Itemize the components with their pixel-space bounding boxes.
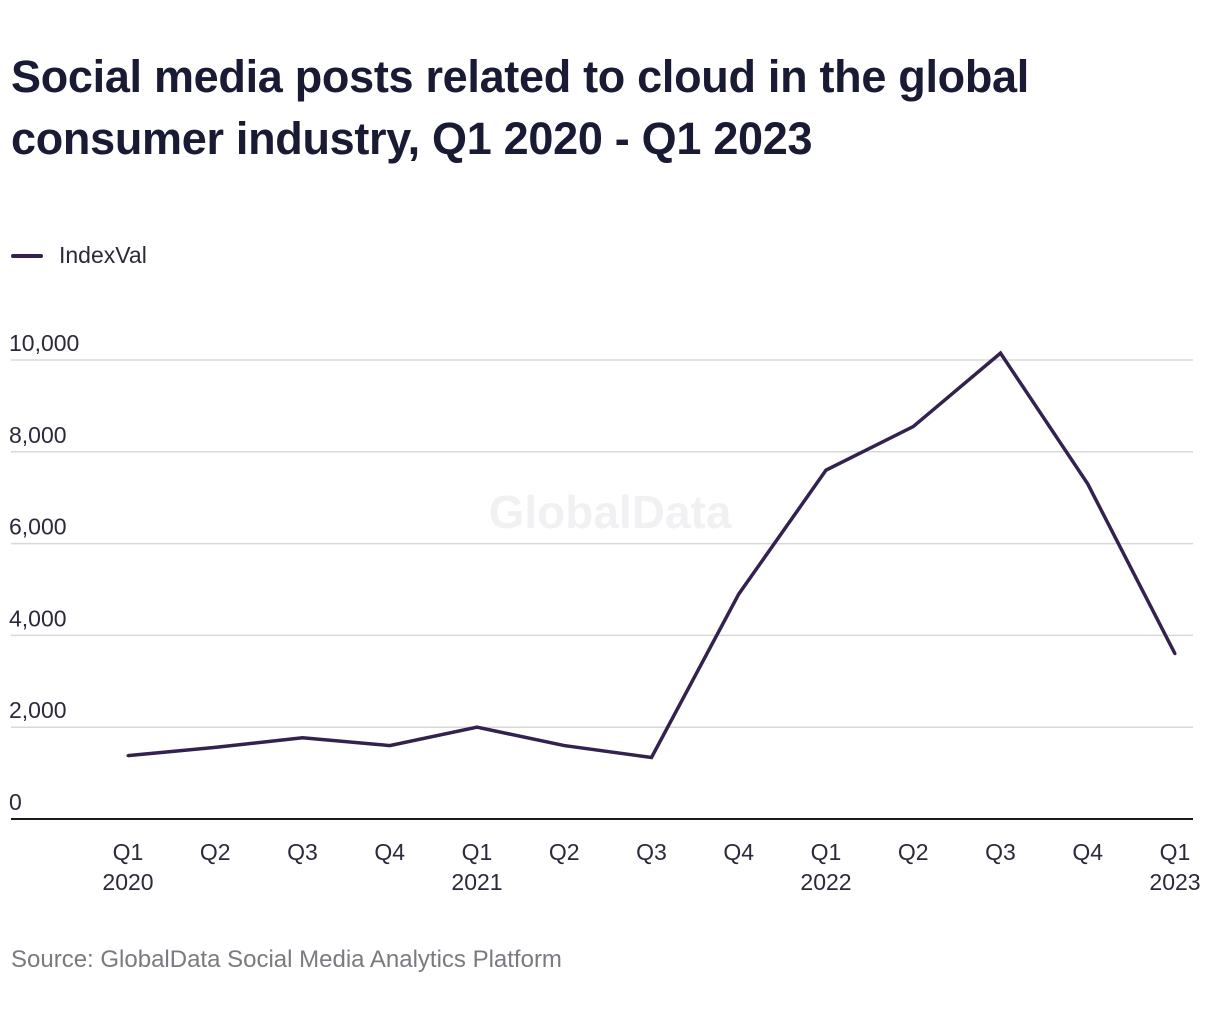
x-tick-label: Q4 (723, 839, 754, 865)
data-point (126, 754, 130, 758)
x-tick-label: Q1 (462, 839, 493, 865)
x-tick-label: Q3 (636, 839, 667, 865)
chart-title: Social media posts related to cloud in t… (11, 51, 1029, 164)
data-point (824, 468, 828, 472)
series-layer (126, 350, 1177, 760)
data-point (475, 725, 479, 729)
data-point (301, 736, 304, 740)
x-tick-label: Q1 (113, 839, 144, 865)
x-tick-label: Q4 (1072, 839, 1103, 865)
data-point (213, 745, 217, 749)
y-tick-label: 0 (9, 789, 22, 815)
data-point (1086, 482, 1090, 486)
x-tick-year-label: 2023 (1149, 869, 1200, 895)
y-tick-label: 4,000 (9, 605, 67, 631)
x-tick-label: Q2 (549, 839, 580, 865)
x-tick-label: Q2 (200, 839, 231, 865)
gridlines (11, 359, 1193, 728)
series-line (127, 350, 1177, 760)
x-tick-label: Q3 (985, 839, 1016, 865)
data-point (650, 755, 653, 759)
x-tick-year-label: 2021 (451, 869, 502, 895)
x-tick-label: Q1 (1160, 839, 1191, 865)
x-tick-label: Q2 (898, 839, 929, 865)
y-tick-label: 10,000 (9, 330, 79, 356)
data-point (999, 351, 1002, 355)
x-tick-label: Q1 (811, 839, 842, 865)
x-axis-ticks: Q1 2020 Q2 Q3 Q4 Q1 2021 Q2 Q3 Q4 Q1 2022 Q2 Q3 Q4 Q1 20… (102, 839, 1200, 895)
source-note: Source: GlobalData Social Media Analytic… (11, 946, 562, 973)
legend: IndexVal (11, 242, 147, 269)
x-tick-year-label: 2020 (102, 869, 153, 895)
y-tick-label: 6,000 (9, 514, 67, 540)
data-point (911, 425, 915, 429)
watermark: GlobalData (489, 486, 732, 538)
data-point (737, 592, 741, 596)
line-chart: GlobalData 0 2,000 4,000 6,000 8,000 10,000 Q… (9, 330, 1201, 895)
legend-line-swatch (11, 253, 43, 258)
legend-label: IndexVal (59, 242, 147, 268)
data-point (562, 744, 566, 748)
data-point (388, 744, 392, 748)
x-tick-label: Q3 (287, 839, 318, 865)
y-axis-ticks: 0 2,000 4,000 6,000 8,000 10,000 (9, 330, 79, 815)
x-tick-label: Q4 (374, 839, 405, 865)
data-point (1173, 652, 1177, 656)
x-tick-year-label: 2022 (800, 869, 851, 895)
y-tick-label: 8,000 (9, 422, 67, 448)
y-tick-label: 2,000 (9, 697, 67, 723)
